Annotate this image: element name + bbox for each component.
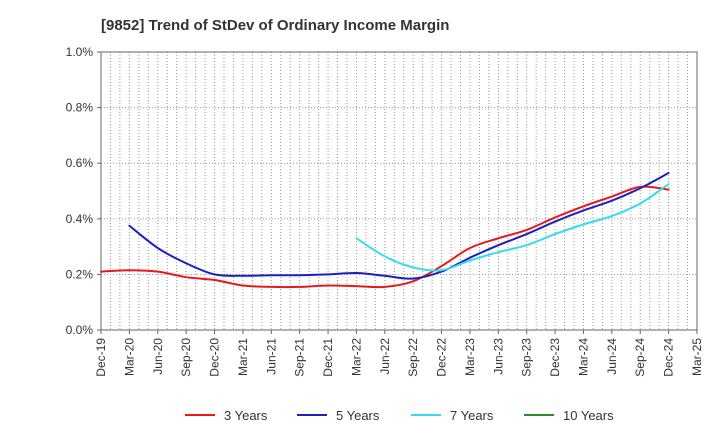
x-tick-label: Dec-21 (321, 338, 335, 377)
legend-label-10-years: 10 Years (563, 408, 614, 423)
x-tick-label: Mar-24 (576, 338, 590, 376)
legend: 3 Years 5 Years 7 Years 10 Years (185, 408, 614, 423)
x-tick-label: Sep-22 (406, 338, 420, 377)
x-tick-label: Jun-20 (151, 338, 165, 375)
x-tick-label: Mar-22 (349, 338, 363, 376)
y-tick-label: 0.2% (66, 267, 94, 281)
legend-label-3-years: 3 Years (224, 408, 268, 423)
series-line-3-years (100, 185, 670, 289)
x-tick-label: Mar-25 (690, 338, 704, 376)
x-tick-label: Jun-23 (491, 338, 505, 375)
x-tick-label: Dec-24 (662, 338, 676, 377)
y-tick-label: 0.4% (66, 212, 94, 226)
x-tick-label: Mar-20 (122, 338, 136, 376)
x-tick-label: Mar-23 (463, 338, 477, 376)
x-tick-label: Dec-23 (548, 338, 562, 377)
x-tick-label: Dec-19 (94, 338, 108, 377)
y-tick-label: 0.0% (66, 323, 94, 337)
x-tick-label: Sep-24 (633, 338, 647, 377)
x-tick-label: Sep-23 (520, 338, 534, 377)
x-axis: Dec-19 Mar-20 Jun-20 Sep-20 Dec-20 Mar-21 Jun-… (94, 330, 704, 377)
y-tick-label: 0.8% (66, 101, 94, 115)
x-tick-label: Dec-20 (208, 338, 222, 377)
x-tick-label: Mar-21 (236, 338, 250, 376)
legend-label-5-years: 5 Years (336, 408, 380, 423)
plot-border (100, 51, 698, 331)
chart-title: [9852] Trend of StDev of Ordinary Income… (101, 17, 449, 34)
series-layer (100, 171, 670, 289)
x-tick-label: Jun-22 (378, 338, 392, 375)
x-tick-label: Jun-21 (264, 338, 278, 375)
y-tick-label: 0.6% (66, 156, 94, 170)
x-tick-label: Sep-21 (293, 338, 307, 377)
series-line-5-years (128, 171, 670, 280)
y-tick-label: 1.0% (66, 45, 94, 59)
x-tick-label: Jun-24 (605, 338, 619, 375)
plot-background (101, 52, 697, 330)
legend-label-7-years: 7 Years (450, 408, 494, 423)
plot-area (101, 52, 697, 330)
x-tick-label: Sep-20 (179, 338, 193, 377)
y-axis: 0.0% 0.2% 0.4% 0.6% 0.8% 1.0% (66, 45, 101, 337)
series-line-7-years (355, 183, 670, 272)
x-tick-label: Dec-22 (435, 338, 449, 377)
